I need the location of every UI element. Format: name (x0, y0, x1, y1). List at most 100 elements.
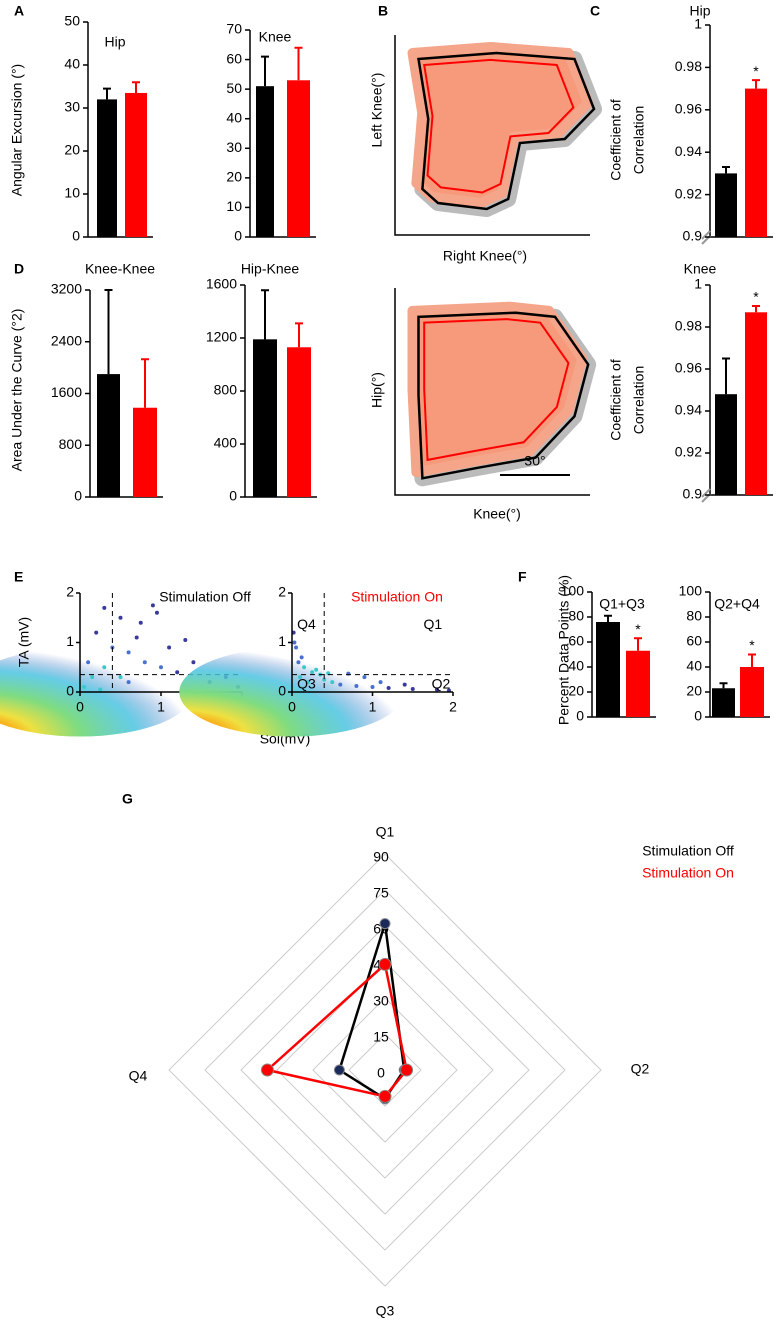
panel-letter: A (14, 3, 24, 19)
chart-title: Q2+Q4 (714, 596, 760, 612)
y-tick-label: 1 (694, 276, 702, 292)
grid-ring (276, 961, 494, 1179)
bar (97, 374, 120, 497)
y-tick-label: 30 (64, 99, 80, 115)
y-tick-label: 0.98 (675, 318, 702, 334)
axis-label: Q2 (631, 1061, 650, 1077)
point (296, 660, 301, 665)
point (118, 615, 123, 620)
y-axis-label: Area Under the Curve (°2) (9, 309, 25, 472)
y-tick-label: 0.92 (675, 185, 702, 201)
axis-label: Q1 (376, 824, 395, 840)
axis-label: Q4 (129, 1068, 148, 1084)
point (126, 680, 131, 685)
chart-title: Stimulation On (351, 589, 443, 605)
r-tick-label: 75 (373, 885, 389, 901)
chart-title: Stimulation Off (159, 589, 251, 605)
grid-ring (312, 997, 458, 1143)
y-tick-label: 2 (66, 584, 74, 600)
error-bar (103, 87, 111, 100)
y-tick-label: 80 (686, 608, 702, 624)
axes (394, 288, 590, 496)
chart-title: Hip-Knee (241, 261, 300, 277)
bar (715, 394, 737, 495)
y-tick-label: 40 (686, 658, 702, 674)
chart-title: Hip (104, 34, 125, 50)
y-axis-label: Percent Data Points (%) (556, 575, 572, 725)
y-tick-label: 0.96 (675, 360, 702, 376)
r-tick-label: 90 (373, 849, 389, 865)
r-tick-label: 0 (377, 1065, 385, 1081)
marker (260, 1063, 274, 1077)
point (410, 687, 415, 692)
y-tick-label: 0 (234, 228, 242, 244)
y-axis-label: Correlation (631, 106, 647, 174)
grid-ring (240, 925, 530, 1215)
quadrant-label: Q4 (297, 616, 316, 632)
point (175, 670, 180, 675)
y-tick-label: 800 (214, 382, 238, 398)
point (118, 675, 123, 680)
x-tick-label: 1 (369, 699, 377, 715)
error-bar (104, 289, 113, 375)
point (126, 650, 131, 655)
y-tick-label: 100 (679, 583, 703, 599)
y-axis-label: TA (mV) (16, 617, 32, 667)
point (292, 640, 297, 645)
point (434, 687, 439, 692)
scale-label: 30° (524, 453, 545, 469)
point (98, 687, 103, 692)
point (302, 665, 307, 670)
bar (133, 407, 157, 497)
point (86, 660, 91, 665)
y-tick-label: 0 (74, 488, 82, 504)
bar (125, 92, 147, 237)
chart-title: Q1+Q3 (599, 596, 645, 612)
bar (256, 86, 274, 237)
y-tick-label: 2 (278, 584, 286, 600)
legend-label: Stimulation On (642, 865, 734, 881)
point (310, 670, 315, 675)
error-bar (748, 653, 756, 667)
bar (97, 99, 117, 238)
chart-title: Knee (259, 29, 292, 45)
y-tick-label: 0.96 (675, 101, 702, 117)
marker (379, 918, 391, 930)
marker (400, 1063, 414, 1077)
error-bar (752, 305, 760, 313)
y-tick-label: 60 (226, 50, 242, 66)
marker (333, 1064, 345, 1076)
y-tick-label: 1 (694, 16, 702, 32)
y-tick-label: 100 (561, 583, 585, 599)
y-tick-label: 400 (214, 435, 238, 451)
y-tick-label: 0.92 (675, 444, 702, 460)
y-tick-label: 3200 (51, 281, 82, 297)
point (314, 667, 319, 672)
y-tick-label: 40 (568, 658, 584, 674)
point (167, 645, 172, 650)
y-tick-label: 0 (72, 228, 80, 244)
y-tick-label: 1 (66, 633, 74, 649)
point (386, 686, 391, 691)
significance: * (753, 63, 759, 79)
y-axis-label: Angular Excursion (°) (9, 64, 25, 196)
error-bar (722, 357, 730, 395)
y-tick-label: 10 (226, 198, 242, 214)
point (354, 684, 359, 689)
significance: * (749, 637, 755, 653)
chart-title: Knee-Knee (85, 261, 155, 277)
quadrant-label: Q2 (432, 675, 451, 691)
error-bar (719, 682, 728, 689)
y-tick-label: 0 (576, 708, 584, 724)
point (298, 675, 303, 680)
error-bar (261, 55, 269, 87)
y-tick-label: 20 (568, 683, 584, 699)
bar (287, 80, 310, 238)
grid-ring (348, 1033, 422, 1107)
marker (378, 1089, 392, 1103)
bar (712, 688, 735, 717)
error-bar (722, 166, 730, 174)
mean-off (417, 311, 590, 480)
bar (715, 173, 737, 237)
